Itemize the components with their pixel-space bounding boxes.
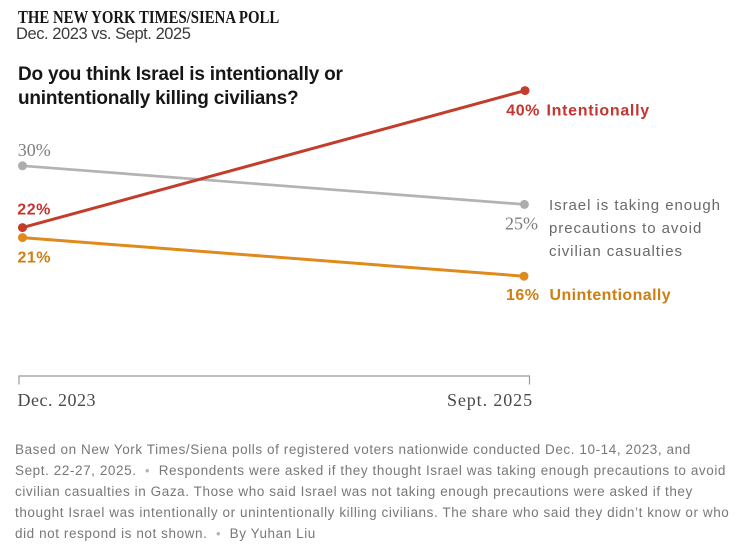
svg-text:21%: 21%	[18, 250, 52, 267]
svg-text:25%: 25%	[505, 214, 538, 234]
svg-text:16%: 16%	[506, 287, 540, 304]
svg-text:Dec. 2023: Dec. 2023	[18, 390, 96, 410]
svg-text:40%: 40%	[506, 102, 540, 119]
svg-text:Sept. 2025: Sept. 2025	[447, 390, 533, 410]
svg-text:precautions to avoid: precautions to avoid	[549, 220, 702, 237]
svg-text:Intentionally: Intentionally	[547, 102, 650, 119]
svg-text:30%: 30%	[18, 140, 51, 160]
svg-text:Israel is taking enough: Israel is taking enough	[549, 197, 721, 214]
svg-text:22%: 22%	[17, 202, 51, 219]
svg-text:Unintentionally: Unintentionally	[550, 287, 672, 304]
svg-text:civilian casualties: civilian casualties	[549, 243, 683, 260]
